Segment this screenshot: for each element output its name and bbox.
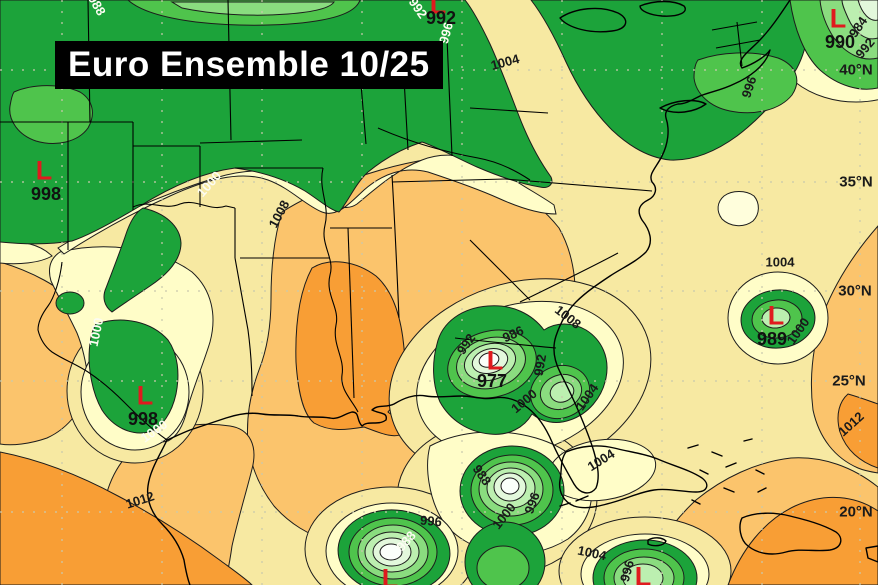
long-island xyxy=(659,99,707,114)
map-title-text: Euro Ensemble 10/25 xyxy=(68,45,430,84)
great-lakes xyxy=(559,0,686,33)
map-title: Euro Ensemble 10/25 xyxy=(55,41,443,89)
puerto-rico xyxy=(865,545,878,563)
cuba xyxy=(558,445,708,509)
rio-grande-border xyxy=(37,261,168,441)
islands xyxy=(558,438,878,563)
hispaniola xyxy=(739,512,842,555)
coastline xyxy=(146,0,791,585)
jamaica xyxy=(647,537,667,547)
bahamas xyxy=(687,438,767,505)
